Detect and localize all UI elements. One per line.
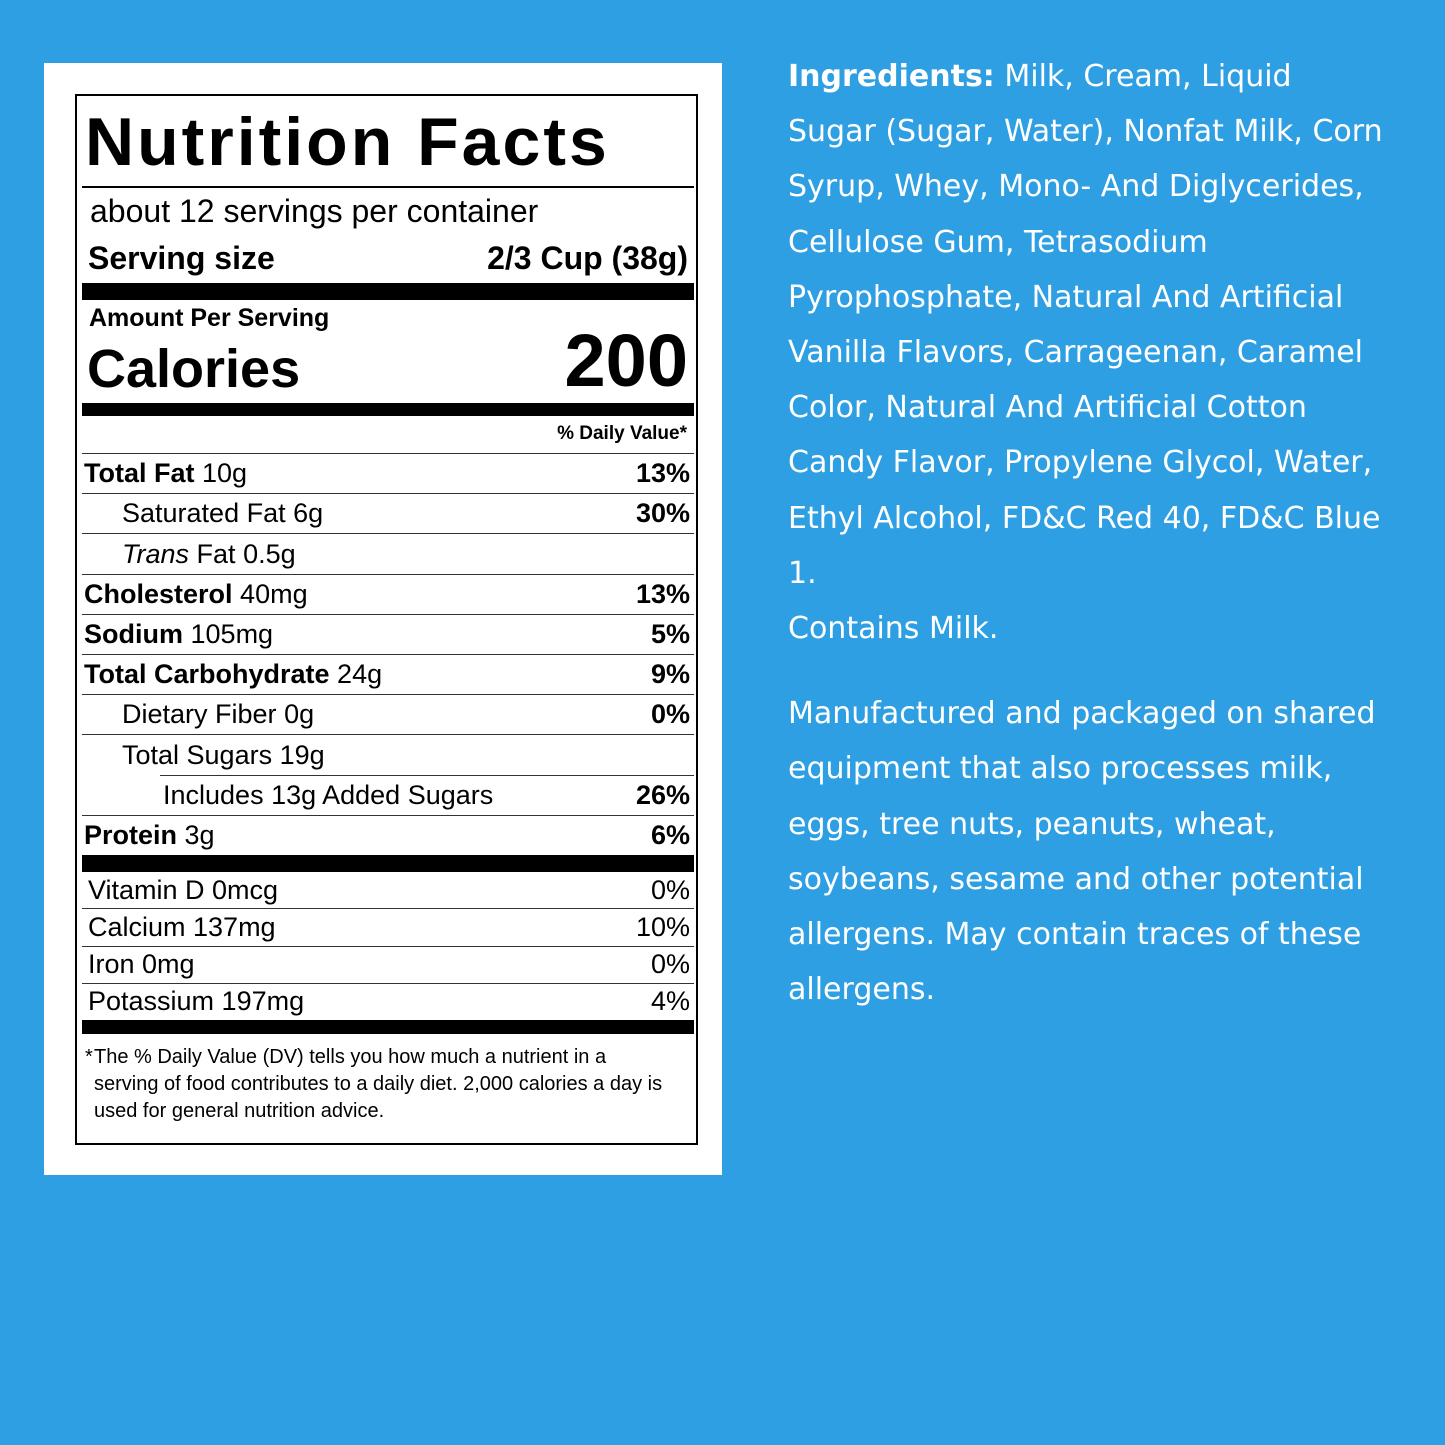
- vitamin-dv: 4%: [650, 986, 690, 1017]
- nutrient-dv: 26%: [635, 779, 690, 810]
- nutrient-row: Includes 13g Added Sugars 26%: [160, 774, 694, 815]
- nutrient-rows: Total Fat 10g 13% Saturated Fat 6g 30% Tra…: [82, 453, 694, 855]
- label-frame: [75, 94, 698, 1145]
- vitamin-row: Calcium 137mg 10%: [82, 908, 694, 945]
- nutrient-amount: 0.5g: [243, 538, 296, 569]
- medium-bar: [82, 403, 694, 416]
- label-card: [44, 63, 722, 1175]
- serving-size-row: Serving size 2/3 Cup (38g): [82, 240, 694, 277]
- nutrient-row: Cholesterol 40mg 13%: [82, 573, 694, 614]
- ingredients-text: Milk, Cream, Liquid Sugar (Sugar, Water)…: [788, 59, 1383, 591]
- calories: 200: [564, 319, 688, 402]
- nutrient-dv: 13%: [635, 578, 690, 609]
- thick-bar: [82, 283, 694, 300]
- nutrient-row: Protein 3g 6%: [82, 814, 694, 855]
- nutrient-row: Total Carbohydrate 24g 9%: [82, 654, 694, 694]
- daily-value-header: % Daily Value*: [557, 423, 687, 444]
- footnote-marker: *: [85, 1046, 93, 1068]
- nutrient-row: Total Sugars 19g: [82, 734, 694, 774]
- medium-bar: [82, 1020, 694, 1034]
- nutrient-amount: 6g: [293, 498, 324, 529]
- nutrient-dv: 30%: [635, 498, 690, 529]
- nutrient-dv: 13%: [635, 458, 690, 489]
- footnote-text: The % Daily Value (DV) tells you how muc…: [94, 1046, 663, 1122]
- nutrient-amount: 3g: [184, 819, 215, 850]
- vitamin-label: Potassium 197mg: [88, 986, 305, 1017]
- nutrient-label: Total Sugars: [122, 739, 273, 770]
- vitamin-label: Vitamin D 0mcg: [88, 874, 279, 905]
- vitamin-rows: Vitamin D 0mcg 0% Calcium 137mg 10% Iron 0…: [82, 872, 694, 1020]
- serving-size-label: Serving size: [88, 240, 275, 276]
- nutrient-label: Sodium: [84, 618, 183, 649]
- footnote: * The % Daily Value (DV) tells you how m…: [85, 1044, 675, 1125]
- nutrient-label: Includes 13g Added Sugars: [163, 779, 494, 810]
- ingredients: Ingredients: Milk, Cream, Liquid Sugar (…: [788, 49, 1388, 601]
- thick-bar: [82, 855, 694, 872]
- vitamin-dv: 0%: [650, 874, 690, 905]
- nutrient-label: Dietary Fiber: [122, 699, 277, 730]
- vitamin-label: Calcium 137mg: [88, 911, 276, 942]
- vitamin-dv: 0%: [650, 949, 690, 980]
- vitamin-row: Potassium 197mg 4%: [82, 982, 694, 1020]
- nutrient-row: Total Fat 10g 13%: [82, 453, 694, 493]
- nutrient-row: Trans Fat 0.5g: [82, 533, 694, 573]
- rule: [82, 186, 694, 188]
- nutrient-amount: 19g: [279, 739, 325, 770]
- nutrient-amount: 0g: [284, 699, 315, 730]
- contains: Contains Milk.: [788, 611, 999, 647]
- nutrient-row: Sodium 105mg 5%: [82, 613, 694, 654]
- vitamin-label: Iron 0mg: [88, 949, 195, 980]
- nutrient-amount: 105mg: [190, 618, 274, 649]
- nutrient-label: Fat: [196, 538, 236, 569]
- vitamin-row: Iron 0mg 0%: [82, 945, 694, 983]
- nutrient-row: Saturated Fat 6g 30%: [82, 493, 694, 533]
- nutrient-row: Dietary Fiber 0g 0%: [82, 694, 694, 734]
- nutrient-amount: 40mg: [240, 578, 308, 609]
- nutrient-label: Protein: [84, 819, 178, 850]
- ingredients-heading: Ingredients:: [788, 59, 995, 94]
- nutrient-label: Total Carbohydrate: [84, 659, 330, 690]
- ingredients-panel: Ingredients: Milk, Cream, Liquid Sugar (…: [788, 49, 1388, 1017]
- vitamin-row: Vitamin D 0mcg 0%: [82, 872, 694, 908]
- amount-per-serving: Amount Per Serving: [89, 304, 330, 332]
- nutrient-italic: Trans: [122, 538, 190, 569]
- nutrient-dv: 6%: [650, 819, 690, 850]
- label-title: Nutrition Facts: [85, 104, 610, 180]
- nutrient-amount: 10g: [202, 458, 248, 489]
- serving-size: 2/3 Cup (38g): [487, 240, 688, 276]
- nutrient-amount: 24g: [337, 659, 383, 690]
- nutrient-dv: 0%: [650, 699, 690, 730]
- nutrient-dv: 9%: [650, 659, 690, 690]
- vitamin-dv: 10%: [635, 911, 690, 942]
- allergen-note: Manufactured and packaged on shared equi…: [788, 696, 1376, 1008]
- nutrient-dv: 5%: [650, 618, 690, 649]
- nutrient-label: Cholesterol: [84, 578, 233, 609]
- servings: about 12 servings per container: [90, 193, 539, 229]
- nutrient-label: Saturated Fat: [122, 498, 286, 529]
- calories-label: Calories: [87, 339, 301, 399]
- nutrient-label: Total Fat: [84, 458, 195, 489]
